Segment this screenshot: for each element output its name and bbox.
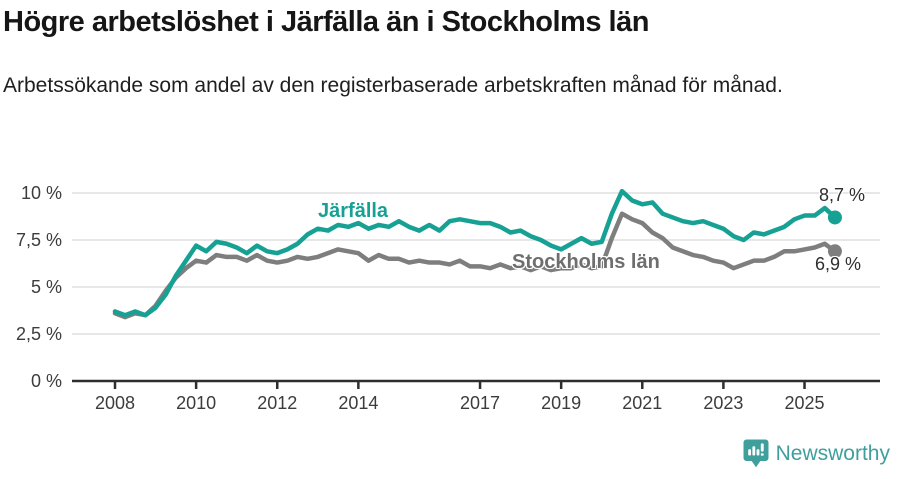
y-tick-label: 0 % [31, 371, 62, 391]
newsworthy-wordmark: Newsworthy [775, 441, 890, 465]
x-tick-label: 2008 [95, 393, 135, 413]
series-label-jarfalla: Järfälla [318, 200, 389, 222]
series-end-dot-0 [827, 210, 842, 225]
x-tick-label: 2025 [784, 393, 824, 413]
y-tick-label: 5 % [31, 277, 62, 297]
end-value-stockholm: 6,9 % [815, 254, 862, 274]
x-tick-label: 2019 [541, 393, 581, 413]
x-tick-label: 2017 [460, 393, 500, 413]
chart-subtitle: Arbetssökande som andel av den registerb… [3, 74, 783, 97]
series-label-stockholm: Stockholms län [512, 251, 660, 273]
series-line-0 [112, 188, 838, 318]
y-tick-label: 7,5 % [16, 230, 62, 250]
series-line-1 [112, 211, 838, 320]
series-end-dot-1 [827, 244, 842, 259]
end-value-jarfalla: 8,7 % [819, 185, 866, 205]
x-tick-label: 2021 [622, 393, 662, 413]
x-tick-label: 2012 [257, 393, 297, 413]
y-tick-label: 10 % [21, 183, 62, 203]
x-tick-label: 2010 [176, 393, 216, 413]
newsworthy-logo[interactable]: Newsworthy [743, 439, 890, 468]
page-title: Högre arbetslöshet i Järfälla än i Stock… [3, 6, 649, 38]
x-tick-label: 2014 [338, 393, 378, 413]
y-tick-label: 2,5 % [16, 324, 62, 344]
x-tick-label: 2023 [703, 393, 743, 413]
newsworthy-icon [743, 439, 769, 468]
